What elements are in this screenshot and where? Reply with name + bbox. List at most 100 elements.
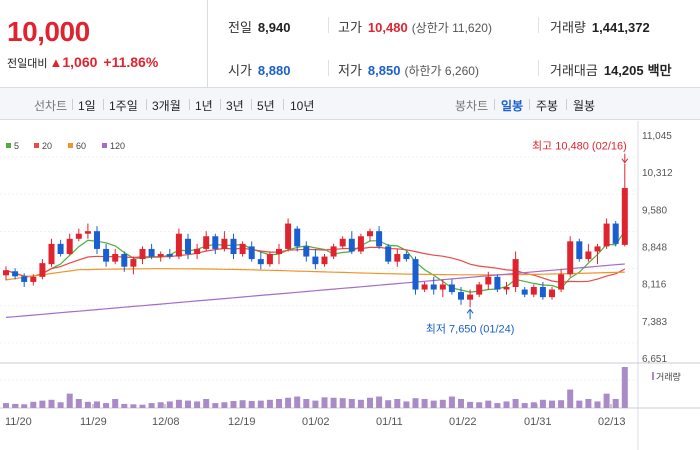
stat-value: 14,205 <box>603 63 644 78</box>
annotations: 최고 10,480 (02/16) 최저 7,650 (01/24) <box>426 140 629 335</box>
price-summary: 10,000 전일대비 ▲1,060 +11.86% <box>0 0 208 88</box>
stat-value: 8,880 <box>257 63 291 78</box>
volume-bar <box>321 397 328 408</box>
change-amount: 1,060 <box>62 54 98 70</box>
period-3y[interactable]: 3년 <box>226 99 244 113</box>
period-10y[interactable]: 10년 <box>290 99 315 113</box>
candle-body <box>403 254 410 260</box>
y-tick-label: 8,848 <box>642 243 667 254</box>
candle-body <box>84 231 91 234</box>
stock-chart: 5 20 60 120 11,045 10,312 9,580 8,848 8,116 7,38… <box>0 121 700 450</box>
volume-bar <box>421 398 428 408</box>
x-tick-label: 11/29 <box>80 416 107 428</box>
volume-bar <box>539 399 546 408</box>
stat-value: 8,850 <box>367 63 401 78</box>
candle-body <box>530 286 537 295</box>
volume-bar <box>585 398 592 408</box>
candle-daily[interactable]: 일봉 <box>501 99 524 113</box>
volume-bar <box>430 400 437 408</box>
candle-body <box>276 248 282 255</box>
stat-label: 거래대금 <box>550 63 598 78</box>
volume-bar <box>130 404 137 408</box>
volume-bar <box>549 400 555 408</box>
volume-bar <box>403 401 410 408</box>
candlestick-chart: 5 20 60 120 11,045 10,312 9,580 8,848 8,116 7,38… <box>0 121 700 450</box>
candle-body <box>512 259 519 287</box>
candle-body <box>185 238 191 255</box>
legend-swatch <box>6 143 11 148</box>
volume-bars: 거래량 <box>3 367 681 408</box>
volume-bar <box>212 403 219 408</box>
volume-bar <box>558 400 565 408</box>
stat-volume: 거래량 1,441,372 <box>550 17 650 36</box>
candle-body <box>257 259 264 265</box>
volume-bar <box>94 401 100 408</box>
legend-swatch <box>34 143 39 148</box>
candle-monthly[interactable]: 월봉 <box>573 99 596 113</box>
candle-body <box>221 238 228 249</box>
divider <box>283 99 284 110</box>
change-percent: +11.86% <box>103 54 159 70</box>
volume-bar <box>512 398 519 408</box>
candle-body <box>175 233 182 257</box>
volume-bar <box>367 397 373 408</box>
volume-bar <box>3 403 9 408</box>
divider <box>103 99 104 110</box>
volume-bar <box>303 398 310 408</box>
volume-bar <box>330 397 337 408</box>
stat-label: 전일 <box>228 20 252 35</box>
y-tick-label: 6,651 <box>642 354 667 365</box>
volume-bar <box>603 393 610 408</box>
period-1w[interactable]: 1주일 <box>109 99 138 113</box>
candle-body <box>467 294 474 300</box>
volume-bar <box>285 397 292 408</box>
stat-trading-value: 거래대금 14,205 백만 <box>550 60 672 79</box>
volume-bar <box>576 400 583 408</box>
stat-value: 8,940 <box>257 20 291 35</box>
candle-body <box>39 263 46 277</box>
candle-body <box>439 284 446 290</box>
stat-unit: 백만 <box>647 63 672 78</box>
candle-body <box>503 286 510 290</box>
volume-bar <box>157 402 164 408</box>
volume-bar <box>221 402 228 408</box>
period-5y[interactable]: 5년 <box>257 99 275 113</box>
candle-body <box>166 254 173 257</box>
volume-bar <box>148 403 155 408</box>
volume-bar <box>203 398 210 408</box>
candle-body <box>494 276 501 290</box>
quote-header: 10,000 전일대비 ▲1,060 +11.86% 전일 8,940 고가 10,48… <box>0 0 700 88</box>
volume-bar <box>339 398 346 408</box>
candle-body <box>21 276 28 282</box>
volume-bar <box>21 404 28 408</box>
candle-body <box>66 238 73 255</box>
stat-prev-close: 전일 8,940 <box>228 17 290 36</box>
volume-bar <box>30 401 37 408</box>
volume-bar <box>39 400 46 408</box>
x-tick-label: 01/11 <box>376 416 403 428</box>
ma-line-60 <box>5 268 625 281</box>
volume-bar <box>521 403 528 408</box>
period-1y[interactable]: 1년 <box>195 99 213 113</box>
period-1d[interactable]: 1일 <box>78 99 96 113</box>
volume-bar <box>57 402 64 408</box>
volume-bar <box>621 367 628 408</box>
volume-bar <box>412 398 419 408</box>
volume-bar <box>112 398 119 408</box>
candle-body <box>521 289 528 295</box>
candle-body <box>148 248 155 257</box>
legend-swatch <box>102 143 107 148</box>
candle-body <box>139 248 146 260</box>
x-tick-label: 01/02 <box>302 416 330 428</box>
candle-body <box>430 284 437 290</box>
candle-body <box>603 223 610 247</box>
period-3m[interactable]: 3개월 <box>152 99 181 113</box>
chart-toolbar: 선차트 1일 1주일 3개월 1년 3년 5년 10년 봉차트 일봉 주봉 월봉 <box>0 88 700 120</box>
x-axis: 11/20 11/29 12/08 12/19 01/02 01/11 01/22 01/31… <box>5 404 626 428</box>
stat-label: 거래량 <box>550 20 586 35</box>
candle-body <box>567 241 574 275</box>
volume-legend-swatch <box>652 372 654 380</box>
candle-body <box>339 238 346 247</box>
y-tick-label: 9,580 <box>642 205 667 216</box>
candle-weekly[interactable]: 주봉 <box>536 99 559 113</box>
